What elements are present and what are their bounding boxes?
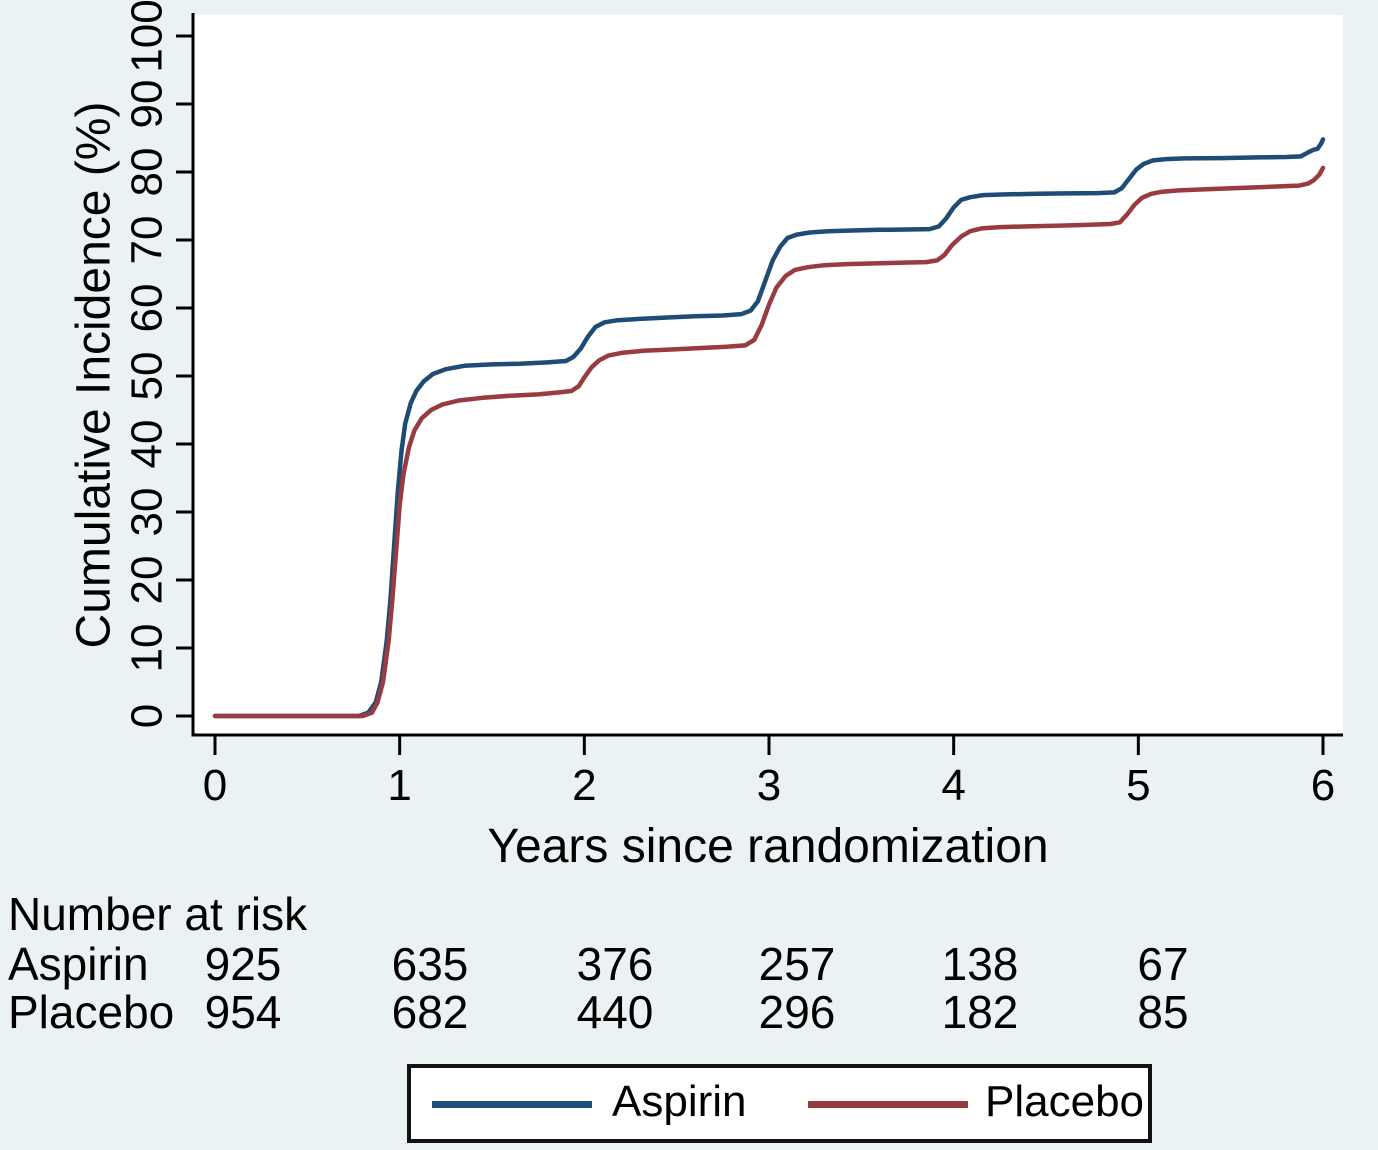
y-tick-label: 30 [123,488,172,537]
risk-table-title: Number at risk [8,888,308,940]
plot-dynamic-layer: 0 10 20 30 40 50 60 70 80 90 100 0 1 2 3 4 5 6 [123,0,1336,810]
x-tick-label: 4 [941,761,965,810]
y-tick-label: 40 [123,420,172,469]
risk-value: 296 [758,986,836,1038]
plot-area [193,15,1343,735]
y-tick-label: 100 [123,0,172,73]
y-tick-label: 70 [123,216,172,265]
x-tick-label: 2 [572,761,596,810]
risk-value: 682 [391,986,469,1038]
legend-box: Aspirin Placebo [407,1064,1152,1143]
legend-label-placebo: Placebo [985,1077,1145,1126]
risk-value: 440 [576,986,654,1038]
risk-value: 85 [1137,986,1189,1038]
x-tick-label: 0 [203,761,227,810]
y-tick-label: 90 [123,80,172,129]
risk-row-label: Placebo [8,986,175,1038]
risk-value: 376 [576,938,654,990]
x-tick-label: 5 [1126,761,1150,810]
y-tick-label: 10 [123,624,172,673]
risk-value: 925 [204,938,282,990]
placebo-line-swatch [808,1101,968,1108]
y-tick-label: 20 [123,556,172,605]
x-tick-label: 1 [387,761,411,810]
risk-value: 954 [204,986,282,1038]
aspirin-line-swatch [432,1101,592,1108]
risk-row-label: Aspirin [8,938,149,990]
risk-row-aspirin: Aspirin 925 635 376 257 138 67 [0,938,1378,990]
risk-value: 138 [941,938,1019,990]
y-axis-title: Cumulative Incidence (%) [68,102,121,649]
y-tick-label: 80 [123,148,172,197]
x-axis-title: Years since randomization [487,820,1048,873]
y-tick-label: 0 [123,704,172,728]
risk-value: 67 [1137,938,1189,990]
y-tick-label: 60 [123,284,172,333]
risk-value: 182 [941,986,1019,1038]
y-tick-label: 50 [123,352,172,401]
series-line-aspirin [212,137,1326,719]
cumulative-incidence-plot: 0 10 20 30 40 50 60 70 80 90 100 0 1 2 3 4 5 6 Cumulative… [68,0,1343,873]
x-tick-label: 3 [757,761,781,810]
risk-value: 257 [758,938,836,990]
x-tick-label: 6 [1311,761,1335,810]
legend-label-aspirin: Aspirin [612,1077,747,1126]
risk-value: 635 [391,938,469,990]
series-line-placebo [212,165,1326,719]
risk-row-placebo: Placebo 954 682 440 296 182 85 [0,986,1378,1038]
